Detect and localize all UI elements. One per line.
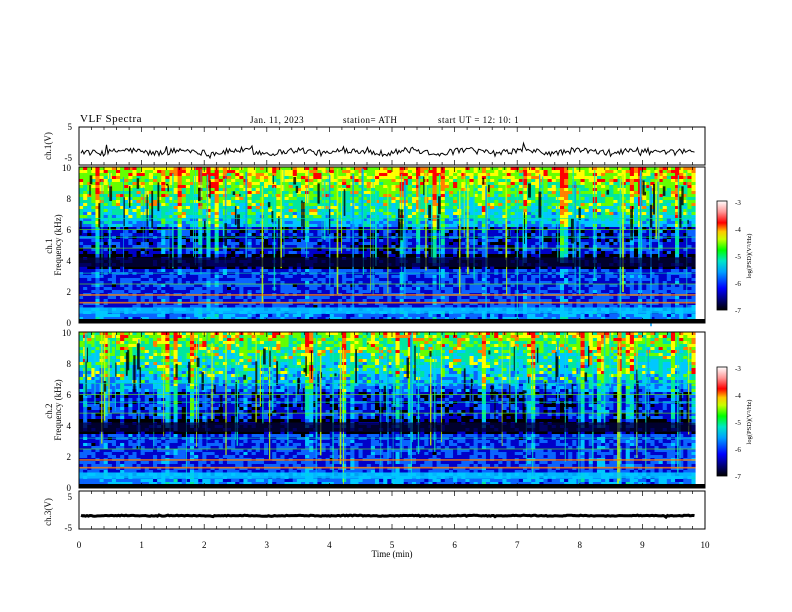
- ch3-ytick-5: 5: [68, 492, 73, 502]
- ch1-spectrogram-heatmap: [79, 167, 705, 327]
- ch2-freq-label: ch.2 Frequency (kHz): [44, 379, 63, 440]
- ch1-freq-tick-8: 8: [67, 194, 72, 204]
- ch2-freq-tick-2: 2: [67, 452, 72, 462]
- ch1-cbar-tick-m6: -6: [735, 280, 741, 288]
- ch2-cbar-tick-m7: -7: [735, 473, 741, 481]
- ch2-freq-tick-0: 0: [67, 483, 72, 493]
- ch2-cbar-tick-m3: -3: [735, 365, 741, 373]
- ch1-ylabel: ch.1(V): [43, 132, 53, 160]
- time-tick-label: 0: [77, 540, 82, 550]
- chart-title: VLF Spectra: [80, 113, 143, 125]
- ch2-freq-tick-10: 10: [62, 328, 72, 338]
- time-tick-label: 8: [578, 540, 583, 550]
- time-tick-label: 10: [701, 540, 711, 550]
- ch1-colorbar: [716, 200, 728, 311]
- ch1-cbar-tick-m5: -5: [735, 253, 741, 261]
- time-tick-label: 6: [452, 540, 457, 550]
- ch2-freq-tick-6: 6: [67, 390, 72, 400]
- ch1-freq-tick-6: 6: [67, 225, 72, 235]
- ch2-channel-name: ch.2: [44, 404, 54, 419]
- ch1-freq-label: ch.1 Frequency (kHz): [44, 214, 63, 275]
- start-time-label: start UT = 12: 10: 1: [438, 115, 520, 125]
- ch2-spectrogram-panel: 0 2 4 6 8 10 ch.2 Frequency (kHz) -3 -4 …: [44, 328, 753, 493]
- ch1-cbar-tick-m7: -7: [735, 307, 741, 315]
- time-axis-title: Time (min): [372, 549, 413, 559]
- ch1-ytick-minus5: -5: [65, 153, 73, 163]
- ch1-channel-name: ch.1: [44, 239, 54, 254]
- ch1-freq-tick-2: 2: [67, 287, 72, 297]
- ch2-freq-tick-4: 4: [67, 421, 72, 431]
- time-tick-label: 9: [640, 540, 645, 550]
- ch2-freq-axis-name: Frequency (kHz): [53, 379, 63, 440]
- ch1-ytick-5: 5: [68, 122, 73, 132]
- ch3-waveform-line: [80, 513, 695, 520]
- ch1-waveform-panel: 5 -5 ch.1(V): [43, 122, 706, 166]
- ch2-cbar-tick-m6: -6: [735, 446, 741, 454]
- ch1-spectrogram-panel: 0 2 4 6 8 10 ch.1 Frequency (kHz) -3 -4 …: [44, 163, 753, 328]
- ch3-waveform-panel: 5 -5 ch.3(V): [43, 490, 706, 533]
- time-tick-label: 3: [265, 540, 270, 550]
- time-tick-label: 2: [202, 540, 207, 550]
- ch3-ytick-minus5: -5: [65, 523, 73, 533]
- ch2-colorbar: [716, 366, 728, 477]
- ch1-waveform-line: [80, 141, 695, 160]
- ch2-freq-tick-8: 8: [67, 359, 72, 369]
- time-tick-label: 4: [327, 540, 332, 550]
- ch1-cbar-tick-m4: -4: [735, 226, 741, 234]
- date-label: Jan. 11, 2023: [250, 115, 305, 125]
- ch1-freq-tick-0: 0: [67, 318, 72, 328]
- ch3-ylabel: ch.3(V): [43, 498, 53, 526]
- ch2-cbar-tick-m4: -4: [735, 392, 741, 400]
- ch1-cbar-tick-m3: -3: [735, 199, 741, 207]
- time-tick-label: 7: [515, 540, 520, 550]
- ch2-spectrogram-heatmap: [79, 332, 705, 489]
- ch1-cbar-label: log(PSD)(V²/Hz): [746, 234, 753, 279]
- ch1-freq-tick-4: 4: [67, 256, 72, 266]
- ch2-cbar-label: log(PSD)(V²/Hz): [746, 400, 753, 445]
- time-axis-ticks: [78, 127, 706, 529]
- time-tick-label: 5: [390, 540, 395, 550]
- time-axis-labels: 0 1 2 3 4 5 6 7 8 9 10: [77, 540, 710, 550]
- ch2-cbar-tick-m5: -5: [735, 419, 741, 427]
- ch1-freq-axis-name: Frequency (kHz): [53, 214, 63, 275]
- time-tick-label: 1: [139, 540, 144, 550]
- ch1-freq-tick-10: 10: [62, 163, 72, 173]
- station-label: station= ATH: [343, 115, 398, 125]
